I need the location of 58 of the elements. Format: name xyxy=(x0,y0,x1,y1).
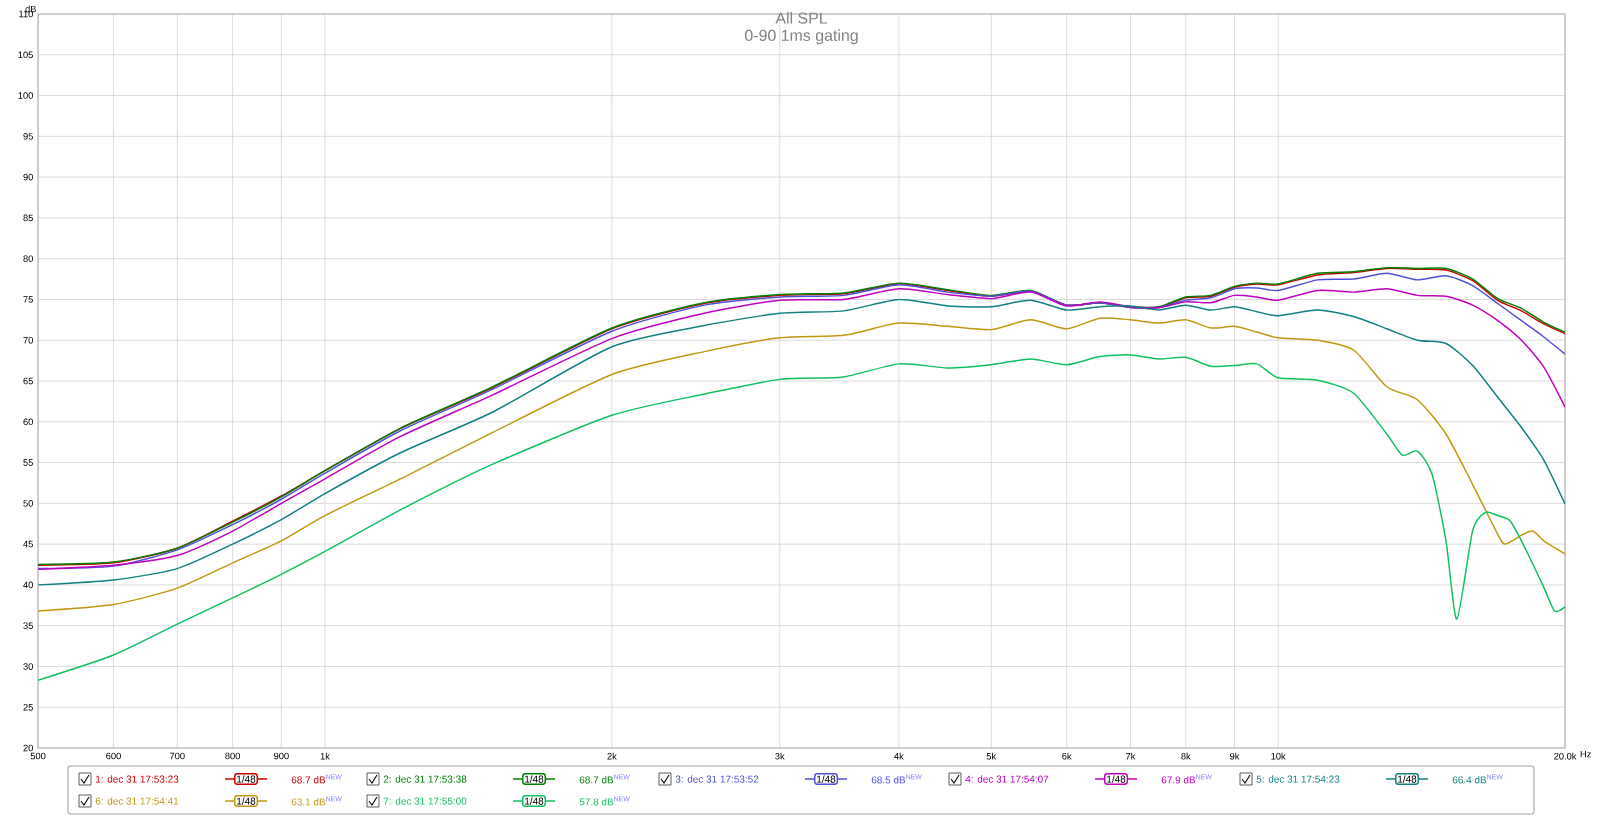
text: 1/48 xyxy=(525,797,544,805)
text: 1/48 xyxy=(237,797,256,805)
text: 1/48 xyxy=(525,775,544,783)
x-tick-label: 3k xyxy=(775,752,785,760)
y-tick-label: 90 xyxy=(23,173,33,181)
text: 1/48 xyxy=(237,775,256,783)
y-tick-label: 80 xyxy=(23,255,33,262)
x-tick-label: 20.0k xyxy=(1554,752,1577,760)
x-tick-label: 800 xyxy=(225,752,240,760)
y-tick-label: 40 xyxy=(23,581,33,589)
x-axis-title: Hz xyxy=(1580,750,1591,758)
x-tick-label: 8k xyxy=(1181,752,1191,760)
x-tick-label: 600 xyxy=(106,752,121,760)
text: 68.7 dB xyxy=(291,776,326,784)
y-tick-label: 50 xyxy=(23,500,33,507)
x-tick-label: 1k xyxy=(320,752,330,760)
x-tick-label: 700 xyxy=(170,752,185,760)
text: 7: dec 31 17:55:00 xyxy=(383,797,467,805)
y-tick-label: 55 xyxy=(23,459,33,466)
text: 3: dec 31 17:53:52 xyxy=(675,775,759,783)
y-tick-label: 105 xyxy=(18,51,33,59)
y-tick-label: 20 xyxy=(23,744,33,752)
text: 68.5 dB xyxy=(871,776,906,784)
text: 0-90 1ms gating xyxy=(745,29,858,45)
x-tick-label: 7k xyxy=(1126,752,1136,760)
x-tick-label: 900 xyxy=(274,752,289,760)
x-tick-label: 500 xyxy=(30,752,46,760)
text: 66.4 dB xyxy=(1452,776,1487,784)
text: 6: dec 31 17:54:41 xyxy=(95,797,179,805)
y-tick-label: 65 xyxy=(23,377,33,385)
y-tick-label: 25 xyxy=(23,703,33,711)
y-tick-label: 75 xyxy=(23,296,33,303)
text: 2: dec 31 17:53:38 xyxy=(383,775,467,783)
y-tick-label: 30 xyxy=(23,663,33,670)
text: 1: dec 31 17:53:23 xyxy=(96,775,179,783)
y-tick-label: 95 xyxy=(23,133,33,140)
text: 1/48 xyxy=(1398,775,1417,783)
chart-title: All SPL xyxy=(775,12,828,24)
x-tick-label: 4k xyxy=(894,752,904,760)
text: 57.8 dB xyxy=(579,798,614,806)
text: 63.1 dB xyxy=(291,798,326,806)
text: 1/48 xyxy=(1107,775,1126,783)
y-tick-label: 35 xyxy=(23,622,33,629)
text: 67.9 dB xyxy=(1161,776,1196,784)
text: 1/48 xyxy=(817,775,836,783)
y-tick-label: 85 xyxy=(23,214,33,222)
y-tick-label: 45 xyxy=(23,540,33,548)
x-tick-label: 5k xyxy=(986,752,997,760)
x-tick-label: 2k xyxy=(607,752,617,760)
text: 68.7 dB xyxy=(579,776,614,784)
text: 4: dec 31 17:54:07 xyxy=(965,775,1049,783)
text: 5: dec 31 17:54:23 xyxy=(1256,775,1340,783)
y-tick-label: 60 xyxy=(23,418,33,426)
x-tick-label: 10k xyxy=(1271,752,1286,760)
x-tick-label: 9k xyxy=(1230,752,1240,760)
x-tick-label: 6k xyxy=(1062,752,1072,760)
y-tick-label: 100 xyxy=(18,92,33,99)
y-tick-label: 70 xyxy=(23,336,33,344)
